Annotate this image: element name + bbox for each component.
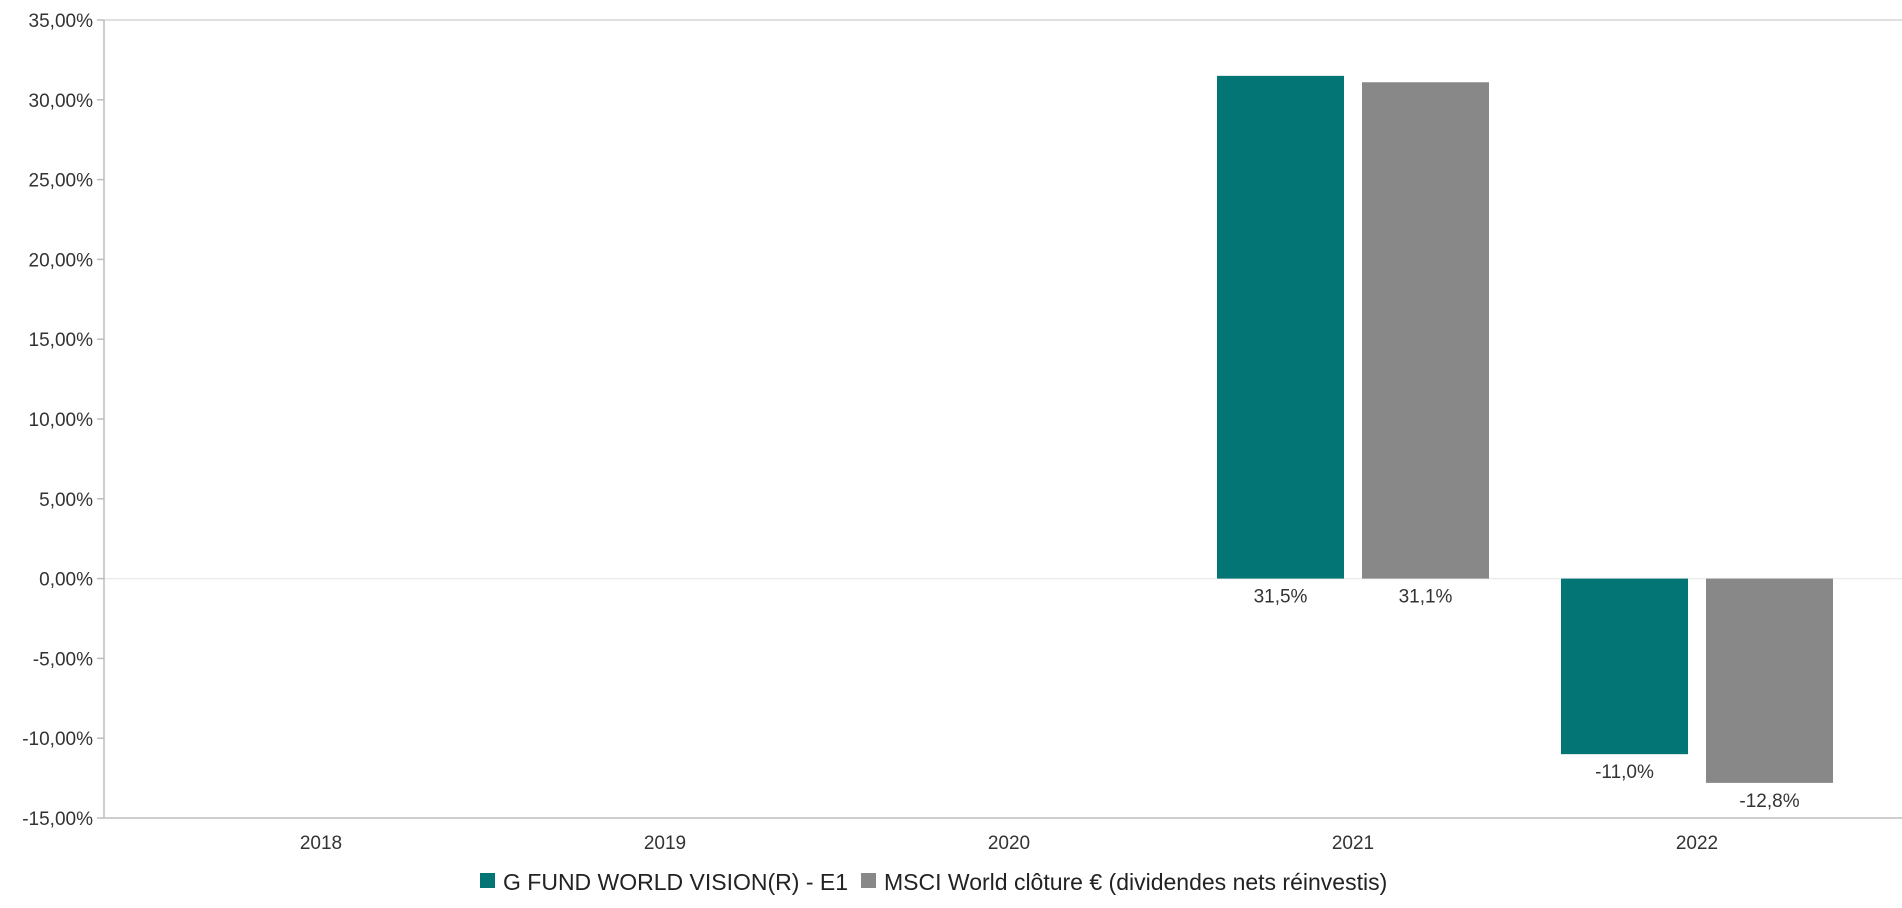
bar [1362, 82, 1489, 579]
bars [1217, 75, 1833, 783]
y-tick-label: 30,00% [29, 91, 94, 112]
legend: G FUND WORLD VISION(R) - E1 MSCI World cl… [480, 869, 1387, 895]
y-tick-label: 0,00% [39, 570, 93, 591]
x-tick-label: 2021 [1332, 833, 1374, 854]
bar [1561, 578, 1688, 755]
legend-swatch [861, 873, 877, 888]
y-tick-label: -10,00% [22, 729, 93, 750]
data-label: -11,0% [1595, 762, 1654, 783]
legend-swatch [480, 873, 495, 888]
y-tick-label: -15,00% [22, 809, 93, 830]
y-tick-label: 10,00% [29, 410, 94, 431]
legend-label: MSCI World clôture € (dividendes nets ré… [884, 869, 1387, 895]
data-labels: 31,5% 31,1% -11,0% -12,8% [1254, 587, 1800, 812]
y-tick-label: 35,00% [29, 11, 94, 32]
y-tick-label: 20,00% [29, 250, 94, 271]
x-tick-label: 2019 [644, 833, 686, 854]
x-tick-label: 2018 [300, 833, 342, 854]
y-tick-label: 5,00% [39, 490, 93, 511]
x-tick-label: 2020 [988, 833, 1030, 854]
y-tick-label: 15,00% [29, 330, 94, 351]
x-tick-label: 2022 [1676, 833, 1718, 854]
y-tick-label: 25,00% [29, 171, 94, 192]
legend-label: G FUND WORLD VISION(R) - E1 [503, 869, 848, 895]
data-label: 31,5% [1254, 587, 1308, 608]
bar [1217, 75, 1344, 579]
data-label: -12,8% [1739, 791, 1799, 812]
bar [1706, 578, 1833, 783]
axes: 35,00% 30,00% 25,00% 20,00% 15,00% 10,00% 5,00… [22, 11, 1902, 854]
y-tick-label: -5,00% [33, 649, 93, 670]
data-label: 31,1% [1399, 587, 1453, 608]
